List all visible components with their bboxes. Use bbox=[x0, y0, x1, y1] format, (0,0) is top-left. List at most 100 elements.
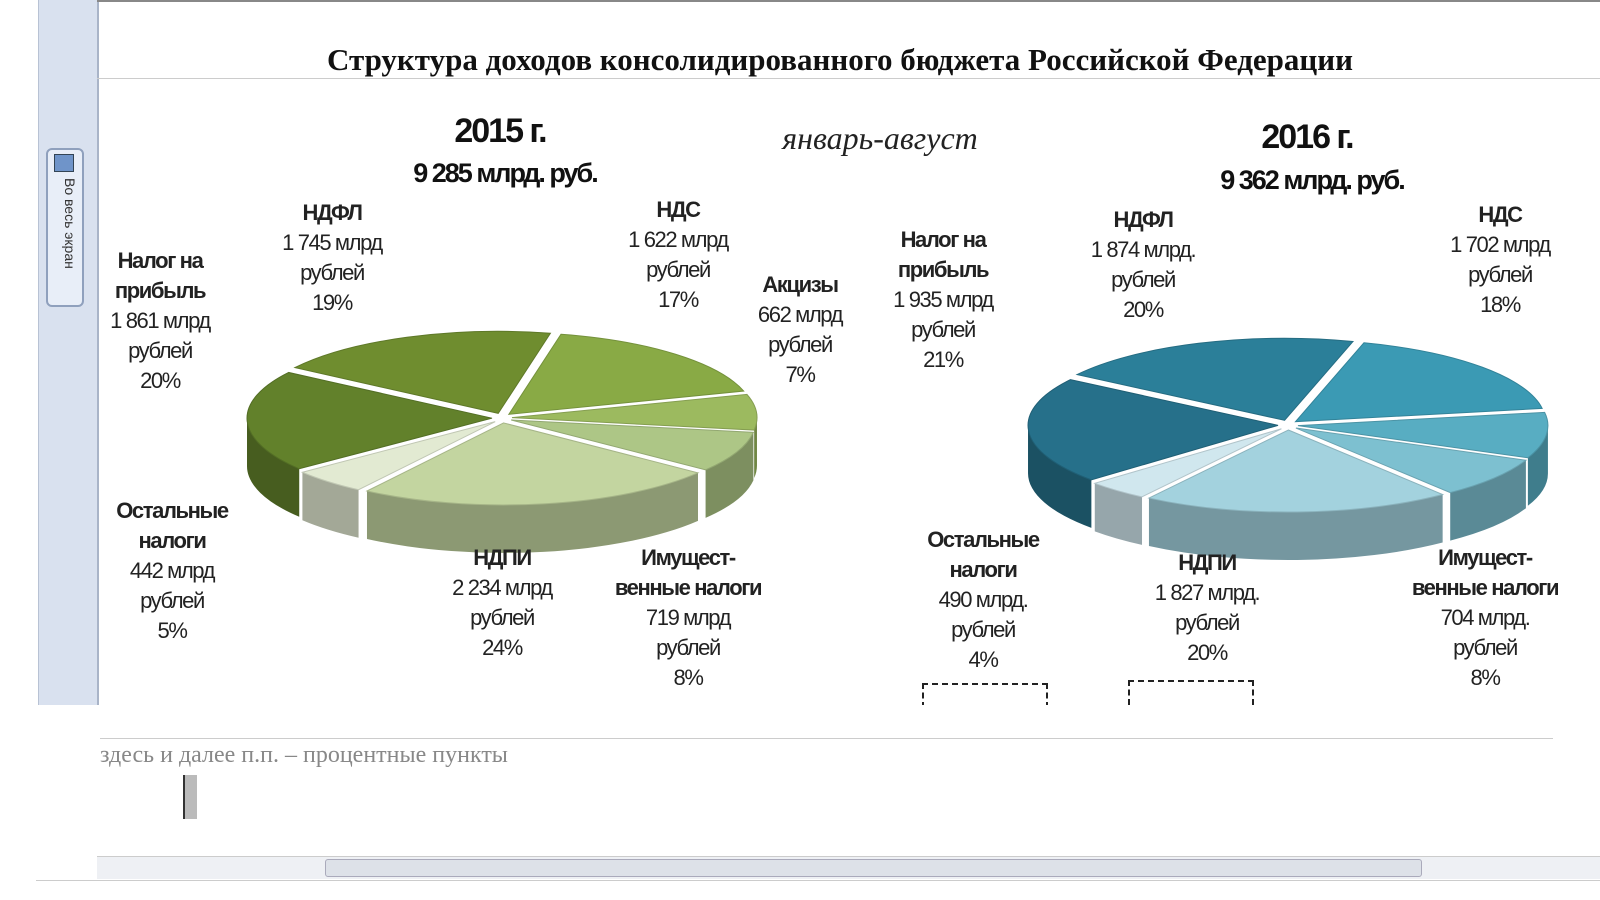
pie-tops bbox=[1027, 337, 1549, 513]
fullscreen-button[interactable]: Во весь экран bbox=[46, 148, 84, 307]
value-label: 20% bbox=[1123, 297, 1164, 322]
slice-label: Имущест-венные налоги 719 млрд рублей 8% bbox=[613, 543, 763, 693]
slice-label: НДПИ 1 827 млрд. рублей 20% bbox=[1132, 548, 1282, 668]
category-name: НДПИ bbox=[1178, 550, 1237, 575]
slice-side bbox=[1094, 483, 1143, 545]
value-label: 17% bbox=[658, 287, 699, 312]
chart-subtitle: 9 362 млрд. руб. bbox=[1220, 165, 1406, 195]
category-name: Имущест-венные налоги bbox=[1411, 545, 1560, 600]
category-name: Налог на прибыль bbox=[114, 248, 207, 303]
category-name: Налог на прибыль bbox=[897, 227, 990, 282]
scrollbar[interactable] bbox=[97, 856, 1600, 879]
slice-side bbox=[1148, 494, 1443, 560]
title-rule bbox=[97, 78, 1600, 79]
pie-slice bbox=[300, 421, 496, 491]
value-label: 7% bbox=[785, 362, 816, 387]
amount-label: 719 млрд рублей bbox=[645, 605, 732, 660]
amount-label: 1 861 млрд рублей bbox=[110, 308, 211, 363]
amount-label: 1 874 млрд. рублей bbox=[1090, 237, 1197, 292]
amount-label: 490 млрд. рублей bbox=[938, 587, 1029, 642]
category-name: НДПИ bbox=[473, 545, 532, 570]
chart-title: 2016 г. bbox=[1261, 118, 1354, 156]
slice-label: НДС 1 622 млрд рублей 17% bbox=[603, 195, 753, 315]
category-name: Имущест-венные налоги bbox=[614, 545, 763, 600]
slice-side bbox=[247, 418, 300, 517]
pie-slice bbox=[1075, 337, 1355, 421]
charts bbox=[246, 330, 1549, 560]
slice-label: НДФЛ 1 745 млрд рублей 19% bbox=[257, 198, 407, 318]
value-label: 8% bbox=[1470, 665, 1501, 690]
amount-label: 1 745 млрд рублей bbox=[282, 230, 383, 285]
pie-slice bbox=[507, 333, 745, 415]
pie-slice bbox=[1027, 379, 1279, 481]
pie-sides bbox=[1028, 425, 1548, 560]
category-name: НДФЛ bbox=[302, 200, 362, 225]
amount-label: 2 234 млрд рублей bbox=[452, 575, 553, 630]
value-label: 20% bbox=[140, 368, 181, 393]
pie-tops bbox=[246, 330, 758, 506]
slice-label: НДФЛ 1 874 млрд. рублей 20% bbox=[1068, 205, 1218, 325]
amount-label: 1 935 млрд рублей bbox=[893, 287, 994, 342]
amount-label: 1 827 млрд. рублей bbox=[1154, 580, 1261, 635]
slice-label: Налог на прибыль 1 935 млрд рублей 21% bbox=[868, 225, 1018, 375]
value-label: 18% bbox=[1480, 292, 1521, 317]
mask bbox=[0, 705, 1600, 880]
amount-label: 662 млрд рублей bbox=[757, 302, 844, 357]
pie-slice bbox=[1093, 428, 1282, 498]
amount-label: 442 млрд рублей bbox=[129, 558, 216, 613]
period: январь-август bbox=[782, 120, 978, 156]
scroll-thumb[interactable] bbox=[325, 859, 1422, 877]
page-title: Структура доходов консолидированного бюд… bbox=[326, 42, 1354, 77]
chart-subtitle: 9 285 млрд. руб. bbox=[413, 158, 599, 188]
slice-side bbox=[1028, 425, 1092, 528]
button-label: Во весь экран bbox=[62, 178, 78, 269]
category-name: Остальные налоги bbox=[927, 527, 1040, 582]
slice-side bbox=[705, 432, 754, 518]
value-label: 21% bbox=[923, 347, 964, 372]
slice-side bbox=[1527, 425, 1548, 506]
slice-label: Остальные налоги 442 млрд рублей 5% bbox=[97, 496, 247, 646]
category-name: НДС bbox=[1478, 202, 1523, 227]
value-label: 8% bbox=[673, 665, 704, 690]
pie-slice bbox=[1295, 427, 1528, 494]
slice-label: НДПИ 2 234 млрд рублей 24% bbox=[427, 543, 577, 663]
pie-slice bbox=[511, 419, 755, 471]
slice-label: Остальные налоги 490 млрд. рублей 4% bbox=[908, 525, 1058, 675]
category-name: НДФЛ bbox=[1113, 207, 1173, 232]
pie-slice bbox=[246, 371, 493, 470]
value-label: 4% bbox=[968, 647, 999, 672]
top-border bbox=[97, 0, 1600, 2]
chart-area: НДФЛ 1 745 млрд рублей 19% НДС 1 622 млрд ру… bbox=[97, 85, 1568, 705]
cursor bbox=[183, 775, 197, 819]
slice-side bbox=[302, 472, 359, 538]
amount-label: 1 702 млрд рублей bbox=[1450, 232, 1551, 287]
amount-label: 1 622 млрд рублей bbox=[628, 227, 729, 282]
pie-slice bbox=[365, 422, 700, 506]
value-label: 19% bbox=[312, 290, 353, 315]
pie-slice bbox=[1297, 411, 1549, 459]
chart-title: 2015 г. bbox=[454, 112, 547, 150]
status-bar bbox=[36, 880, 1600, 900]
footnote: здесь и далее п.п. – процентные пункты bbox=[100, 742, 508, 768]
pie-slice bbox=[1294, 342, 1543, 423]
slice-side bbox=[754, 417, 757, 479]
value-label: 24% bbox=[482, 635, 523, 660]
category-name: Акцизы bbox=[762, 272, 839, 297]
slice-label: НДС 1 702 млрд рублей 18% bbox=[1425, 200, 1568, 320]
button-icon bbox=[54, 154, 74, 172]
value-label: 20% bbox=[1187, 640, 1228, 665]
pie-sides bbox=[247, 417, 757, 553]
slice-label: Акцизы 662 млрд рублей 7% bbox=[725, 270, 875, 390]
slice-label: Налог на прибыль 1 861 млрд рублей 20% bbox=[97, 246, 235, 396]
value-label: 5% bbox=[157, 618, 188, 643]
slice-label: Имущест-венные налоги 704 млрд. рублей 8% bbox=[1410, 543, 1560, 693]
slice-side bbox=[366, 472, 698, 553]
slice-side bbox=[1450, 460, 1526, 541]
pie-slice bbox=[293, 330, 552, 414]
footnote-rule bbox=[100, 738, 1553, 739]
pie-slice bbox=[1147, 429, 1445, 513]
pie-slice bbox=[511, 393, 758, 431]
category-name: Остальные налоги bbox=[116, 498, 229, 553]
amount-label: 704 млрд. рублей bbox=[1440, 605, 1531, 660]
